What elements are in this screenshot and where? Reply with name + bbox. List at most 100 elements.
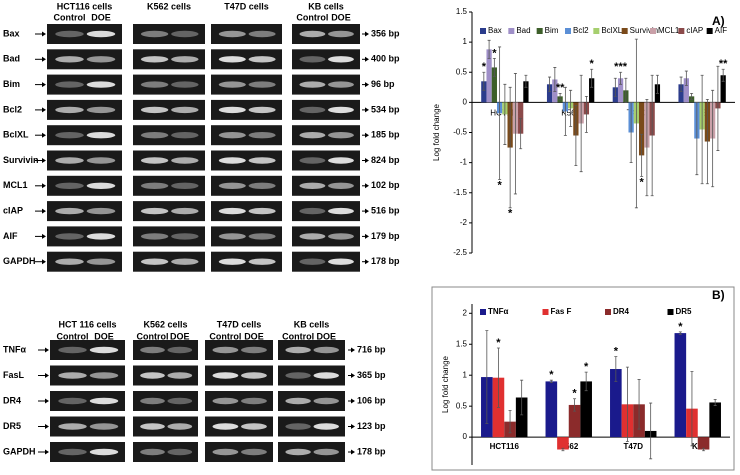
gel-image — [50, 416, 125, 437]
lane-label: DOE — [170, 331, 190, 341]
error-bar — [678, 331, 682, 335]
significance-mark: * — [508, 208, 513, 220]
gel-band — [55, 207, 84, 215]
gel-image — [47, 74, 122, 95]
arrow-head — [45, 373, 49, 378]
legend-label: Bim — [545, 26, 559, 35]
gel-band — [313, 423, 339, 430]
gene-label: BclXL — [3, 130, 29, 140]
gene-label: FasL — [3, 370, 25, 380]
gel-image — [205, 365, 273, 386]
significance-mark: * — [497, 179, 502, 191]
y-tick-label: 2 — [463, 308, 468, 317]
gel-band — [328, 182, 354, 189]
gel-image — [47, 125, 122, 146]
gel-band — [248, 30, 276, 38]
gel-band — [299, 132, 326, 139]
band-size: 106 bp — [357, 395, 386, 405]
y-tick-label: -2.5 — [453, 248, 467, 257]
bar — [683, 78, 689, 103]
lane-label: DOE — [316, 331, 336, 341]
legend-label: AIF — [715, 26, 728, 35]
error-bar — [513, 73, 517, 195]
gene-label: DR5 — [3, 421, 21, 431]
significance-mark: ** — [719, 58, 728, 70]
gel-band — [86, 233, 116, 240]
gel-image — [278, 416, 345, 437]
cell-line-header: K562 cells — [147, 1, 191, 11]
gel-band — [299, 233, 326, 240]
error-bar — [684, 70, 688, 86]
gel-band — [55, 182, 84, 189]
bar — [720, 75, 726, 103]
gel-band — [171, 81, 199, 88]
y-tick-label: 0.5 — [456, 67, 468, 76]
gel-image — [278, 340, 345, 360]
gel-band — [285, 372, 311, 379]
arrow-head — [42, 233, 46, 239]
bar — [515, 397, 528, 438]
gel-band — [140, 182, 169, 189]
gene-label: Bad — [3, 54, 20, 64]
error-bar — [650, 74, 654, 197]
gel-band — [218, 207, 246, 215]
gel-band — [55, 132, 84, 139]
legend-label: Fas F — [551, 307, 572, 316]
error-bar — [549, 379, 553, 384]
arrow-head — [42, 56, 46, 62]
gel-image — [133, 49, 205, 70]
bar — [639, 102, 645, 156]
gel-band — [171, 233, 199, 240]
gel-band — [140, 258, 169, 265]
cell-line-header: KB cells — [308, 1, 344, 11]
error-bar — [574, 104, 578, 167]
legend-swatch — [678, 28, 685, 34]
gel-image — [292, 251, 360, 272]
gel-band — [140, 233, 169, 240]
gel-band — [89, 423, 119, 430]
lane-label: Control — [137, 331, 169, 341]
error-bar — [625, 366, 629, 442]
gel-image — [211, 74, 282, 95]
bar — [491, 67, 497, 103]
gel-image — [133, 175, 205, 196]
gel-band — [86, 132, 116, 139]
band-size: 179 bp — [371, 231, 400, 241]
error-bar — [519, 118, 523, 150]
gene-label: DR4 — [3, 395, 21, 405]
gel-band — [167, 372, 193, 379]
gel-image — [205, 442, 273, 462]
gene-label: Survivin — [3, 155, 39, 165]
gel-band — [328, 233, 354, 240]
gel-band — [167, 423, 193, 430]
gel-image — [47, 99, 122, 120]
gel-image — [292, 24, 360, 44]
y-tick-label: 0 — [463, 97, 468, 106]
gel-band — [328, 81, 354, 88]
legend-label: Bad — [516, 26, 530, 35]
bar — [546, 84, 553, 103]
band-size: 102 bp — [371, 180, 400, 190]
gel-image — [133, 99, 205, 120]
gel-image — [211, 49, 282, 70]
arrow-head — [45, 398, 49, 404]
gel-band — [212, 448, 239, 456]
gel-image — [211, 125, 282, 146]
x-tick-label: T47D — [623, 442, 643, 451]
error-bar — [655, 74, 659, 94]
gel-image — [211, 24, 282, 44]
gel-band — [171, 157, 199, 164]
gel-image — [292, 226, 360, 247]
arrow-head — [42, 259, 46, 265]
error-bar — [584, 95, 588, 133]
gel-band — [328, 207, 354, 215]
legend-swatch — [565, 28, 571, 34]
gel-image — [211, 175, 282, 196]
cell-line-header: KB cells — [294, 319, 330, 329]
y-axis-label: Log fold change — [432, 103, 441, 160]
gel-band — [218, 233, 246, 240]
gel-band — [86, 207, 116, 215]
error-bar — [695, 101, 699, 176]
lane-label: Control — [57, 331, 89, 341]
error-bar — [498, 46, 502, 180]
